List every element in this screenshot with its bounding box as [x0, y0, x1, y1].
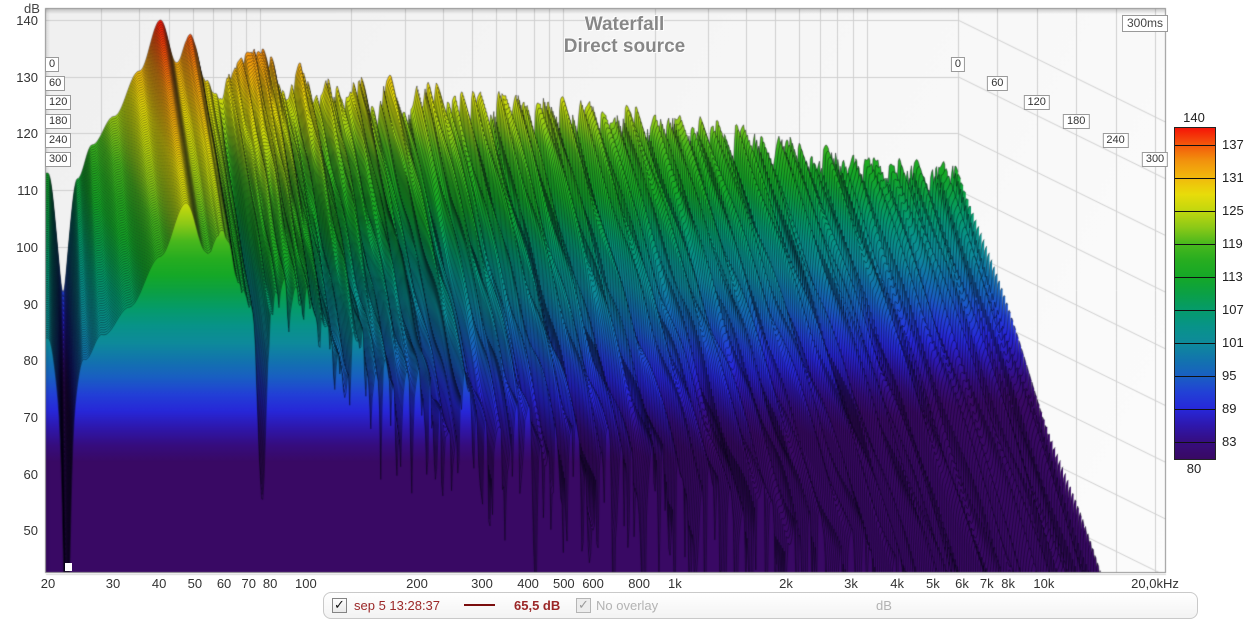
- colorbar-tick: [1175, 243, 1215, 245]
- colorbar-min-label: 80: [1186, 461, 1202, 476]
- time-tick-box-left: 0: [45, 57, 60, 72]
- colorbar-tick: [1175, 276, 1215, 278]
- checkbox-check-icon: ✓: [578, 597, 589, 612]
- colorbar-tick: [1175, 310, 1215, 312]
- freq-tick-label: 200: [406, 576, 428, 591]
- colorbar-tick: [1175, 442, 1215, 444]
- freq-tick-label: 8k: [1001, 576, 1016, 591]
- freq-tick-label: 600: [582, 576, 604, 591]
- measurement-line-swatch: [464, 604, 495, 606]
- db-tick-label: 130: [16, 69, 38, 85]
- colorbar-tick: [1175, 409, 1215, 411]
- time-window-box: 300ms: [1122, 15, 1169, 32]
- measurement-checkbox[interactable]: ✓: [332, 598, 347, 613]
- time-tick-box-left: 240: [45, 132, 72, 148]
- time-tick-box-right: 240: [1102, 132, 1129, 148]
- checkbox-check-icon: ✓: [334, 597, 345, 612]
- colorbar-tick: [1175, 376, 1215, 378]
- colorbar-tick-label: 131: [1222, 169, 1244, 185]
- freq-tick-label: 7k: [979, 576, 994, 591]
- colorbar-tick: [1175, 177, 1215, 179]
- freq-tick-label: 80: [262, 576, 278, 591]
- freq-tick-label: 3k: [844, 576, 858, 591]
- colorbar-tick-label: 119: [1222, 235, 1243, 251]
- freq-tick-label: 5k: [925, 576, 940, 591]
- freq-tick-label: 400: [517, 576, 539, 591]
- measurement-label[interactable]: sep 5 13:28:37: [354, 598, 441, 613]
- db-tick-label: 90: [23, 296, 38, 312]
- colorbar-tick-label: 107: [1222, 302, 1244, 318]
- db-tick-label: 140: [16, 13, 38, 28]
- db-axis-title: dB: [24, 1, 40, 16]
- colorbar-tick-label: 89: [1222, 401, 1237, 417]
- freq-tick-label: 6k: [955, 576, 969, 591]
- freq-tick-label: 20,0kHz: [1131, 576, 1179, 591]
- time-tick-box-left: 60: [45, 75, 66, 91]
- db-tick-label: 100: [16, 239, 38, 255]
- time-tick-box-right: 120: [1023, 94, 1050, 110]
- colorbar-tick: [1175, 210, 1215, 212]
- time-tick-box-right: 180: [1062, 113, 1090, 129]
- db-tick-label: 50: [23, 523, 38, 539]
- colorbar-tick-label: 101: [1222, 335, 1244, 351]
- colorbar-tick-label: 125: [1222, 202, 1244, 218]
- time-tick-box-left: 180: [45, 113, 72, 129]
- overlay-checkbox[interactable]: ✓: [576, 598, 591, 613]
- db-tick-label: 80: [23, 353, 38, 369]
- colorbar: [1174, 127, 1216, 460]
- freq-tick-label: 4k: [890, 576, 904, 591]
- db-tick-label: 70: [23, 409, 38, 425]
- legend-bar: ✓ sep 5 13:28:37 65,5 dB ✓ No overlay dB: [323, 592, 1198, 619]
- freq-tick-label: 60: [216, 576, 232, 591]
- db-tick-label: 110: [17, 183, 38, 199]
- level-unit-label: dB: [876, 598, 892, 613]
- freq-tick-label: 100: [295, 576, 317, 591]
- db-tick-label: 120: [16, 126, 38, 142]
- db-tick-label: 60: [23, 466, 38, 482]
- freq-tick-label: 500: [552, 576, 575, 591]
- freq-tick-label: 40: [151, 576, 167, 591]
- overlay-label: No overlay: [596, 598, 659, 613]
- colorbar-tick-label: 83: [1222, 434, 1237, 450]
- freq-tick-label: 30: [105, 576, 121, 591]
- colorbar-tick-label: 95: [1222, 368, 1237, 384]
- colorbar-tick: [1175, 343, 1215, 345]
- colorbar-gradient: [1175, 128, 1215, 459]
- colorbar-tick-label: 137: [1222, 136, 1244, 152]
- freq-tick-label: 10k: [1033, 576, 1055, 591]
- time-tick-box-left: 300: [45, 151, 72, 167]
- colorbar-tick-label: 113: [1222, 268, 1243, 284]
- time-tick-box-left: 120: [45, 94, 72, 110]
- time-tick-box-right: 60: [987, 75, 1008, 91]
- cursor-marker: [65, 563, 72, 571]
- time-tick-box-right: 300: [1141, 151, 1169, 167]
- freq-tick-label: 50: [187, 576, 203, 591]
- freq-tick-label: 300: [471, 576, 493, 591]
- freq-tick-label: 20: [40, 576, 56, 591]
- freq-tick-label: 1k: [668, 576, 682, 591]
- freq-tick-label: 2k: [779, 576, 793, 591]
- colorbar-tick: [1175, 144, 1215, 146]
- colorbar-max-label: 140: [1183, 110, 1205, 125]
- freq-tick-label: 800: [628, 576, 651, 591]
- time-tick-box-right: 0: [950, 57, 965, 72]
- freq-tick-label: 70: [241, 576, 256, 591]
- measurement-level-value: 65,5 dB: [514, 598, 561, 613]
